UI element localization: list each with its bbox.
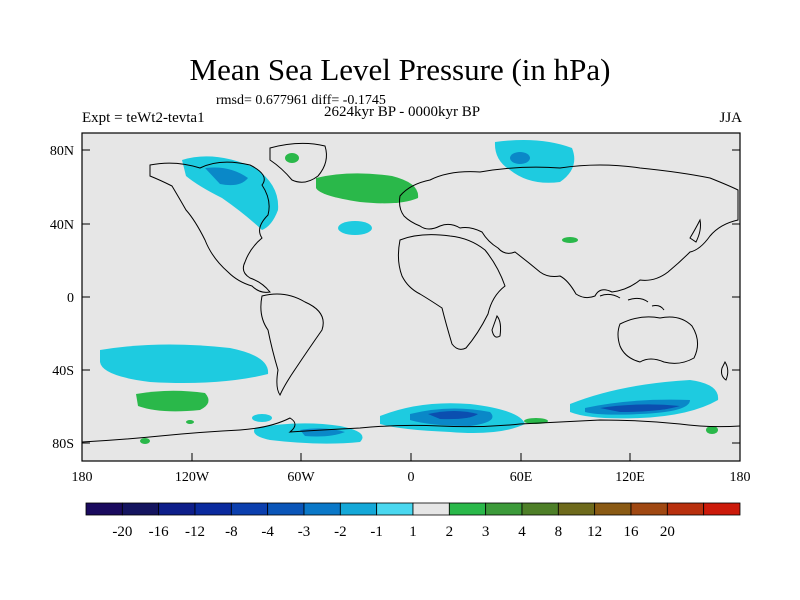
anomaly-canada-blue	[205, 167, 248, 186]
colorbar-label: 3	[482, 524, 490, 540]
coast-south-america	[260, 293, 324, 396]
colorbar-swatch	[630, 502, 668, 516]
experiment-label: Expt = teWt2-tevta1	[82, 110, 205, 126]
anomaly-south-pacific-cyan	[100, 344, 269, 383]
anomaly-north-atlantic-green	[316, 173, 419, 204]
coastlines	[81, 142, 741, 443]
coast-australia	[617, 316, 698, 364]
anomaly-arctic-blue	[510, 152, 530, 164]
coast-africa	[397, 234, 506, 350]
lon-tick-label: 0	[408, 470, 415, 485]
colorbar-label: -20	[112, 524, 132, 540]
coast-new-zealand	[721, 360, 729, 381]
colorbar-label: 12	[587, 524, 602, 540]
lat-axis	[82, 149, 740, 444]
colorbar-label: -3	[298, 524, 311, 540]
colorbar-label: -8	[225, 524, 238, 540]
colorbar-swatch	[194, 502, 232, 516]
colorbar-label: 1	[409, 524, 417, 540]
lat-tick-label: 80N	[50, 144, 74, 159]
anomaly-green-fleck-4	[186, 420, 194, 424]
lon-tick-label: 60W	[287, 470, 315, 485]
colorbar-swatch	[339, 502, 378, 516]
lat-tick-label: 40N	[50, 218, 74, 233]
colorbar-swatch	[303, 502, 341, 516]
colorbar-swatch	[158, 502, 196, 516]
stats-line: rmsd= 0.677961 diff= -0.1745	[216, 93, 386, 108]
colorbar-swatch	[230, 502, 269, 516]
anomaly-southern-ocean-australia-darkblue	[600, 404, 680, 412]
map-title: Mean Sea Level Pressure (in hPa)	[189, 52, 611, 87]
colorbar-swatch	[666, 502, 705, 516]
colorbar-label: -16	[149, 524, 169, 540]
colorbar-label: -1	[370, 524, 383, 540]
coast-japan	[689, 218, 701, 243]
colorbar-label: 4	[518, 524, 526, 540]
colorbar-swatch	[557, 502, 596, 516]
colorbar-swatch	[448, 502, 487, 516]
coast-madagascar	[491, 315, 502, 338]
anomaly-south-pacific-green	[136, 390, 209, 412]
season-label: JJA	[719, 110, 742, 126]
anomaly-southern-ocean-atlantic-darkblue	[428, 411, 478, 420]
colorbar-swatch	[376, 502, 414, 516]
lon-axis	[81, 453, 741, 461]
period-label: 2624kyr BP - 0000kyr BP	[324, 104, 481, 120]
anomaly-green-fleck-3	[140, 438, 150, 444]
colorbar-swatch	[703, 502, 741, 516]
colorbar-swatch	[121, 502, 160, 516]
colorbar-label: 8	[555, 524, 563, 540]
lon-tick-label: 180	[730, 470, 751, 485]
colorbar: -20 -16 -12 -8 -4 -3 -2 -1 1 2 3 4 8 12 16 20	[85, 502, 741, 540]
lon-tick-label: 60E	[510, 470, 533, 485]
lat-tick-label: 80S	[52, 437, 74, 452]
colorbar-label: 2	[446, 524, 454, 540]
lat-tick-label: 40S	[52, 364, 74, 379]
colorbar-label: -2	[334, 524, 347, 540]
colorbar-swatch	[485, 502, 523, 516]
colorbar-swatch	[267, 502, 305, 516]
lon-tick-label: 120W	[175, 470, 210, 485]
anomaly-canada-green	[285, 153, 299, 163]
coast-eurasia	[399, 164, 739, 299]
anomaly-green-fleck-5	[562, 237, 578, 243]
coast-greenland	[269, 142, 327, 183]
anomaly-canada-cyan	[182, 156, 279, 230]
lon-tick-label: 180	[72, 470, 93, 485]
lon-tick-label: 120E	[615, 470, 645, 485]
lat-tick-label: 0	[67, 291, 74, 306]
colorbar-swatch	[521, 502, 559, 516]
colorbar-label: -12	[185, 524, 205, 540]
colorbar-swatch	[594, 502, 632, 516]
colorbar-label: -4	[261, 524, 274, 540]
colorbar-label: 16	[624, 524, 640, 540]
anomaly-mid-atlantic-cyan	[338, 221, 372, 235]
anomaly-green-fleck-2	[706, 426, 718, 434]
colorbar-label: 20	[660, 524, 675, 540]
coast-antarctica	[81, 417, 741, 443]
coast-north-america	[149, 161, 271, 293]
anomaly-fields	[100, 140, 719, 444]
colorbar-swatch	[85, 502, 123, 516]
anomaly-cyan-fleck-1	[252, 414, 272, 422]
colorbar-swatch	[412, 502, 450, 516]
coast-indonesia	[599, 293, 665, 311]
anomaly-arctic-cyan	[494, 140, 575, 183]
